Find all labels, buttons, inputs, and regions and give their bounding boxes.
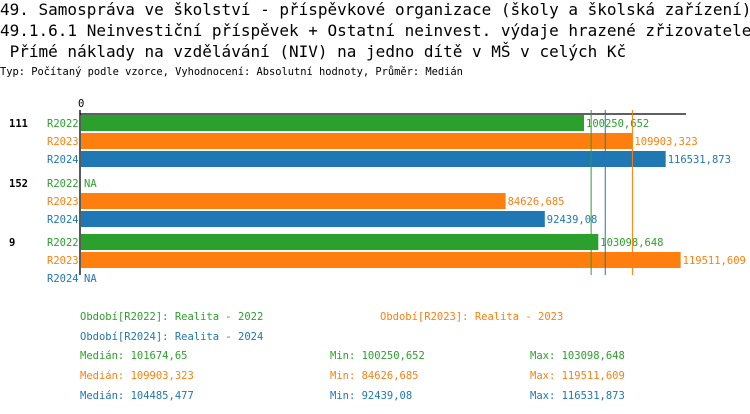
stat-median: Medián: 104485,477 bbox=[80, 390, 194, 402]
legend-item: Období[R2024]: Realita - 2024 bbox=[80, 331, 263, 343]
legend-item: Období[R2023]: Realita - 2023 bbox=[380, 311, 563, 323]
stat-min: Min: 92439,08 bbox=[330, 390, 412, 402]
legend-item: Období[R2022]: Realita - 2022 bbox=[80, 311, 263, 323]
series-label: R2022 bbox=[47, 118, 79, 130]
data-label-na: NA bbox=[84, 273, 97, 285]
data-label: 100250,652 bbox=[586, 118, 649, 130]
title-line-1: 49. Samospráva ve školství - příspěvkové… bbox=[0, 0, 750, 19]
series-label: R2022 bbox=[47, 178, 79, 190]
stat-max: Max: 119511,609 bbox=[530, 370, 625, 382]
stat-min: Min: 100250,652 bbox=[330, 350, 425, 362]
series-label: R2023 bbox=[47, 255, 79, 267]
data-label-na: NA bbox=[84, 178, 97, 190]
series-label: R2024 bbox=[47, 273, 79, 285]
bar bbox=[81, 252, 681, 268]
stat-min: Min: 84626,685 bbox=[330, 370, 419, 382]
stat-median: Medián: 109903,323 bbox=[80, 370, 194, 382]
group-label: 111 bbox=[9, 118, 28, 130]
data-label: 109903,323 bbox=[634, 136, 697, 148]
group-label: 152 bbox=[9, 178, 28, 190]
stat-median: Medián: 101674,65 bbox=[80, 350, 187, 362]
bar bbox=[81, 115, 584, 131]
data-label: 84626,685 bbox=[508, 196, 565, 208]
title-line-2: 49.1.6.1 Neinvestiční příspěvek + Ostatn… bbox=[0, 21, 750, 40]
stat-max: Max: 116531,873 bbox=[530, 390, 625, 402]
group-label: 9 bbox=[9, 237, 15, 249]
data-label: 92439,08 bbox=[547, 214, 598, 226]
title-line-3: Přímé náklady na vzdělávání (NIV) na jed… bbox=[0, 42, 627, 61]
data-label: 119511,609 bbox=[683, 255, 746, 267]
bar bbox=[81, 234, 599, 250]
series-label: R2024 bbox=[47, 154, 79, 166]
bar bbox=[81, 211, 545, 227]
data-label: 116531,873 bbox=[668, 154, 731, 166]
subtitle: Typ: Počítaný podle vzorce, Vyhodnocení:… bbox=[0, 66, 463, 78]
series-label: R2024 bbox=[47, 214, 79, 226]
bar bbox=[81, 133, 633, 149]
stat-max: Max: 103098,648 bbox=[530, 350, 625, 362]
bar bbox=[81, 151, 666, 167]
series-label: R2022 bbox=[47, 237, 79, 249]
data-label: 103098,648 bbox=[600, 237, 663, 249]
series-label: R2023 bbox=[47, 136, 79, 148]
axis-zero-label: 0 bbox=[78, 98, 84, 110]
series-label: R2023 bbox=[47, 196, 79, 208]
bar bbox=[81, 193, 506, 209]
